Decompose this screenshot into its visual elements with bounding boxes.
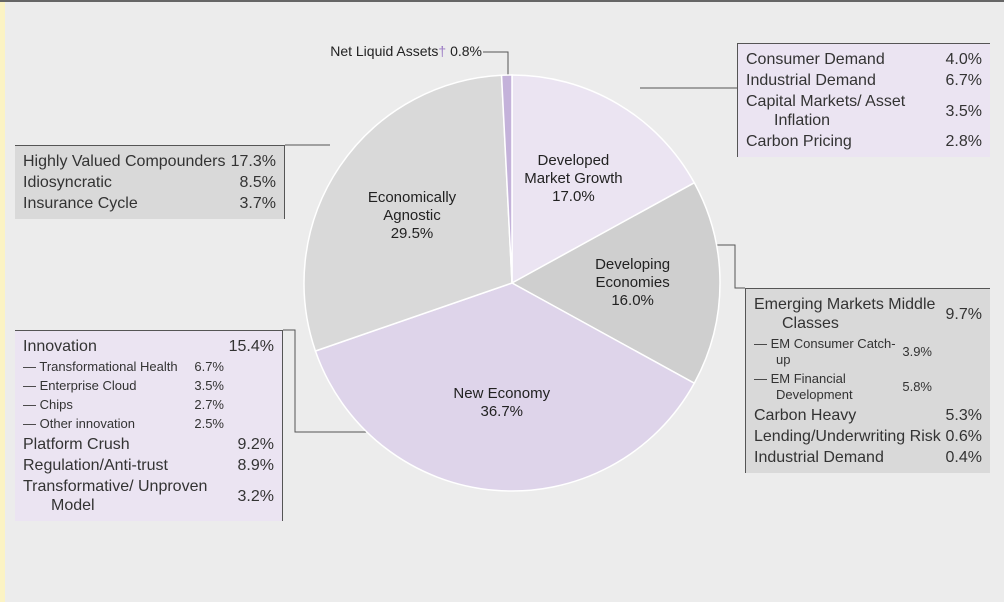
callout-label: — Enterprise Cloud — [23, 378, 137, 393]
callout-label: Carbon Heavy — [754, 407, 857, 424]
callout-value: 3.7% — [239, 195, 276, 212]
callout-label: — Chips — [23, 397, 73, 412]
callout-row: — EM Consumer Catch-up 3.9% — [754, 336, 982, 368]
callout-row: Lending/Underwriting Risk 0.6% — [754, 427, 982, 446]
pie-slice — [314, 282, 696, 492]
slice-value: 29.5% — [390, 224, 434, 242]
callout-label: — Transformational Health — [23, 359, 178, 374]
connectors — [283, 51, 745, 433]
pie-slice — [511, 74, 696, 285]
callout-row: Capital Markets/ Asset Inflation 3.5% — [746, 92, 982, 130]
callout-value: 2.5% — [194, 416, 224, 431]
slice-name: New Economy — [453, 385, 551, 403]
pie-slice — [303, 74, 513, 352]
callout-label: Highly Valued Compounders — [23, 153, 226, 170]
callout-row: Industrial Demand 0.4% — [754, 448, 982, 467]
side-strip — [0, 0, 5, 602]
callout-value: 8.5% — [239, 174, 276, 191]
callout-value: 6.7% — [194, 359, 224, 374]
callout-row: Idiosyncratic 8.5% — [23, 173, 276, 192]
top-rule — [0, 0, 1004, 2]
slice-label: Developed Market Growth 17.0% — [513, 152, 633, 206]
footnote-mark: † — [438, 43, 447, 59]
callout-label: Idiosyncratic — [23, 174, 112, 191]
callout-label: Transformative/ Unproven Model — [23, 478, 208, 514]
callout-row: Regulation/Anti-trust 8.9% — [23, 456, 274, 475]
callout-label: Capital Markets/ Asset Inflation — [746, 93, 906, 129]
slice-value: 16.0% — [611, 292, 654, 309]
slice-label: Developing Economies 16.0% — [573, 256, 693, 310]
callout-row: Innovation 15.4% — [23, 337, 274, 356]
callout-value: 17.3% — [230, 153, 276, 170]
callout-row: Highly Valued Compounders 17.3% — [23, 152, 276, 171]
callout-label: Carbon Pricing — [746, 133, 852, 150]
callout-box: Innovation 15.4% — Transformational Health… — [15, 330, 283, 521]
callout-row: Industrial Demand 6.7% — [746, 71, 982, 90]
callout-value: 0.6% — [945, 428, 982, 445]
pie-slice — [510, 181, 721, 385]
slice-value: 17.0% — [552, 188, 595, 206]
slice-name: Developing Economies — [595, 256, 671, 291]
callout-row: — Chips 2.7% — [23, 397, 274, 413]
callout-value: 6.7% — [945, 72, 982, 89]
callout-label: Industrial Demand — [746, 72, 876, 89]
connector — [283, 329, 368, 433]
callout-label: Emerging Markets Middle Classes — [754, 296, 936, 332]
slice-name: Developed Market Growth — [524, 152, 623, 188]
callout-value: 5.8% — [902, 379, 932, 394]
slice-value: 36.7% — [480, 403, 524, 421]
callout-value: 3.9% — [902, 344, 932, 359]
callout-label: — EM Consumer Catch-up — [754, 336, 896, 367]
outside-label: Net Liquid Assets† 0.8% — [330, 43, 482, 59]
callout-label: Platform Crush — [23, 436, 130, 453]
slice-label: New Economy 36.7% — [442, 385, 562, 421]
slice-name: Economically Agnostic — [367, 188, 457, 224]
slice-label: Economically Agnostic 29.5% — [352, 189, 472, 243]
label: Net Liquid Assets — [330, 43, 439, 59]
callout-value: 2.7% — [194, 397, 224, 412]
callout-label: — EM Financial Development — [754, 371, 853, 402]
callout-box: Highly Valued Compounders 17.3% Idiosyncra… — [15, 145, 285, 219]
connector — [700, 244, 745, 289]
callout-value: 9.2% — [237, 436, 274, 453]
callout-row: — Transformational Health 6.7% — [23, 359, 274, 375]
callout-value: 3.2% — [237, 487, 274, 505]
callout-row: Emerging Markets Middle Classes 9.7% — [754, 295, 982, 333]
callout-value: 5.3% — [945, 407, 982, 424]
callout-label: Industrial Demand — [754, 449, 884, 466]
callout-label: Insurance Cycle — [23, 195, 138, 212]
callout-row: Platform Crush 9.2% — [23, 435, 274, 454]
pie-slice — [500, 74, 513, 284]
connector — [483, 51, 509, 78]
callout-value: 3.5% — [194, 378, 224, 393]
callout-label: Innovation — [23, 338, 97, 355]
callout-label: Consumer Demand — [746, 51, 885, 68]
callout-value: 0.4% — [945, 449, 982, 466]
callout-value: 3.5% — [945, 102, 982, 120]
callout-row: — Enterprise Cloud 3.5% — [23, 378, 274, 394]
callout-value: 4.0% — [945, 51, 982, 68]
callout-value: 9.7% — [945, 305, 982, 323]
callout-box: Emerging Markets Middle Classes 9.7% — EM … — [745, 288, 990, 473]
callout-label: Regulation/Anti-trust — [23, 457, 168, 474]
callout-label: — Other innovation — [23, 416, 136, 431]
callout-row: — EM Financial Development 5.8% — [754, 371, 982, 403]
callout-value: 8.9% — [237, 457, 274, 474]
callout-row: Transformative/ Unproven Model 3.2% — [23, 477, 274, 515]
callout-row: Carbon Pricing 2.8% — [746, 132, 982, 151]
callout-label: Lending/Underwriting Risk — [754, 428, 941, 445]
callout-value: 2.8% — [945, 133, 982, 150]
callout-value: 15.4% — [228, 338, 274, 355]
callout-box: Consumer Demand 4.0% Industrial Demand 6.7%… — [737, 43, 990, 157]
value-label: 0.8% — [450, 43, 482, 59]
callout-row: — Other innovation 2.5% — [23, 416, 274, 432]
callout-row: Carbon Heavy 5.3% — [754, 406, 982, 425]
callout-row: Insurance Cycle 3.7% — [23, 194, 276, 213]
callout-row: Consumer Demand 4.0% — [746, 50, 982, 69]
